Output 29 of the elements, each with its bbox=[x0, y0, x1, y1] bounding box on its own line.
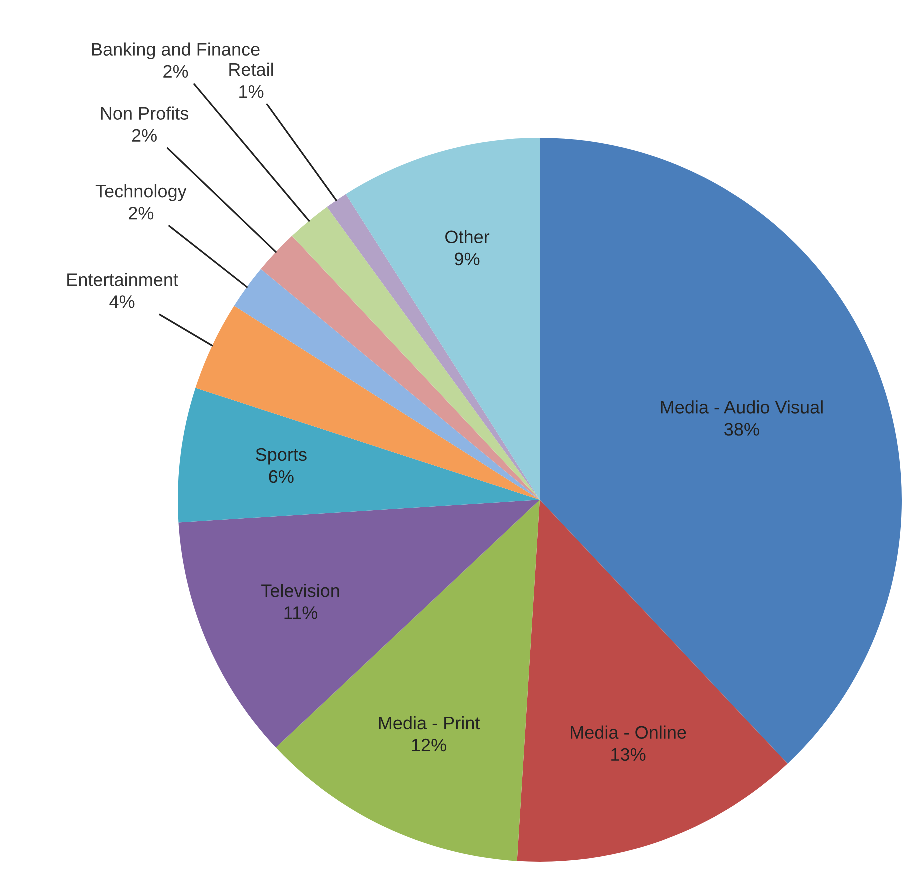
slice-label: Media - Print bbox=[379, 716, 480, 730]
pie-slice bbox=[540, 138, 902, 764]
data-label: 2% bbox=[132, 129, 157, 142]
slice-label: Television bbox=[262, 584, 340, 598]
data-label: 2% bbox=[164, 65, 188, 78]
data-label: 38% bbox=[724, 423, 760, 436]
data-label: 4% bbox=[110, 296, 135, 308]
pie-slice bbox=[196, 306, 540, 500]
slice-label: Sports bbox=[256, 448, 307, 465]
data-label: 9% bbox=[455, 252, 480, 266]
pie-slice bbox=[178, 388, 540, 523]
pie-slice bbox=[234, 269, 540, 500]
slice-label: Other bbox=[446, 230, 490, 244]
data-label: 13% bbox=[612, 748, 646, 762]
data-label: 2% bbox=[129, 207, 154, 220]
data-label: 11% bbox=[284, 606, 318, 620]
pie-slice bbox=[517, 500, 788, 862]
slice-label: Entertainment bbox=[68, 273, 178, 286]
slice-label: Media - Audio Visual bbox=[661, 400, 823, 414]
pie-slice bbox=[327, 194, 540, 500]
slice-label: Media - Online bbox=[571, 726, 686, 740]
data-label: 6% bbox=[269, 470, 294, 484]
slice-label: Retail bbox=[230, 62, 274, 76]
slice-label: Technology bbox=[96, 184, 187, 202]
slice-label: Non Profits bbox=[101, 106, 189, 120]
data-label: 12% bbox=[412, 738, 446, 752]
data-label: 1% bbox=[240, 86, 264, 98]
pie-slice bbox=[346, 138, 540, 500]
slice-label: Banking and Finance bbox=[92, 42, 260, 60]
